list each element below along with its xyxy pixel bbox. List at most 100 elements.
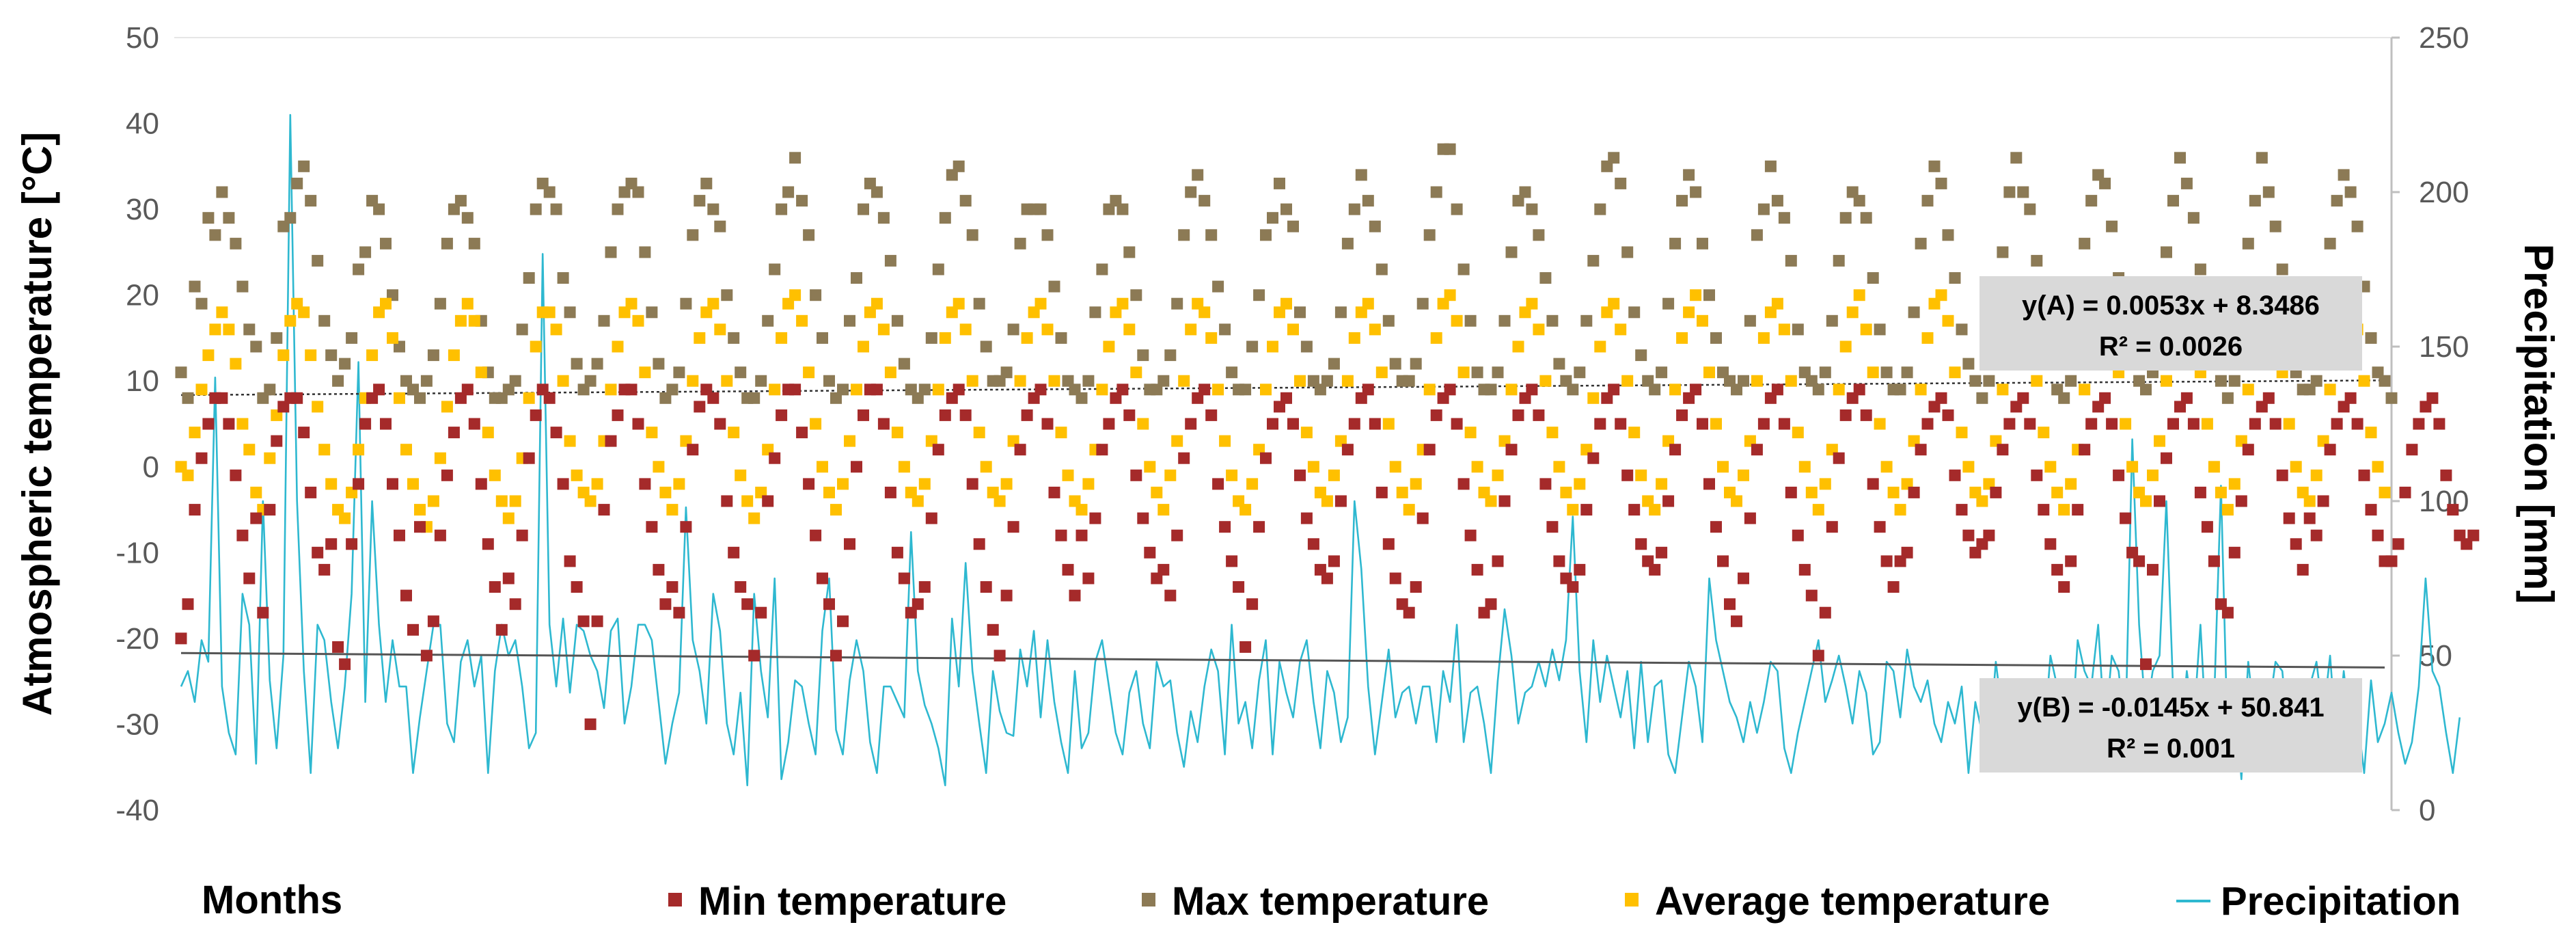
min-temperature-point (1860, 409, 1872, 421)
avg-temperature-point (1894, 504, 1906, 516)
min-temperature-point (202, 418, 215, 430)
min-temperature-point (1464, 529, 1477, 541)
min-temperature-point (1703, 478, 1715, 490)
avg-temperature-point (1021, 332, 1033, 344)
min-temperature-point (189, 504, 201, 516)
y-tick-label: 30 (126, 193, 159, 226)
max-temperature-point (1369, 220, 1381, 232)
max-temperature-point (182, 392, 194, 404)
min-temperature-point (1580, 504, 1593, 516)
min-temperature-point (1185, 418, 1197, 430)
max-temperature-point (1744, 314, 1756, 327)
max-temperature-point (980, 340, 992, 353)
max-temperature-point (2331, 195, 2343, 207)
avg-temperature-point (2283, 418, 2295, 430)
avg-temperature-point (2044, 461, 2057, 473)
max-temperature-point (2194, 263, 2206, 276)
max-temperature-point (1403, 375, 1415, 387)
min-temperature-point (1205, 409, 1218, 421)
max-temperature-point (2379, 375, 2391, 387)
min-temperature-point (1300, 512, 1313, 524)
max-temperature-point (543, 186, 556, 198)
min-temperature-point (2085, 418, 2098, 430)
min-temperature-point (646, 521, 658, 533)
avg-temperature-point (223, 323, 235, 336)
min-temperature-point (2017, 392, 2029, 404)
max-temperature-point (1007, 323, 1019, 336)
max-temperature-point (1908, 306, 1920, 319)
avg-temperature-point (2161, 375, 2172, 387)
max-temperature-point (769, 263, 781, 276)
min-temperature-point (441, 469, 453, 481)
avg-temperature-point (1157, 504, 1170, 516)
max-temperature-point (776, 203, 788, 215)
max-temperature-point (516, 323, 528, 336)
avg-temperature-point (1321, 495, 1333, 507)
min-temperature-point (2242, 444, 2254, 456)
min-temperature-point (925, 512, 937, 524)
avg-temperature-point (475, 366, 487, 379)
min-temperature-point (823, 598, 835, 610)
max-temperature-point (1915, 237, 1927, 250)
max-temperature-point (605, 246, 617, 258)
avg-temperature-point (966, 375, 978, 387)
max-temperature-point (2140, 384, 2152, 396)
max-temperature-point (250, 340, 262, 353)
max-temperature-point (2010, 152, 2023, 164)
avg-temperature-point (2140, 495, 2152, 507)
max-temperature-point (305, 195, 317, 207)
avg-temperature-point (1403, 504, 1415, 516)
min-temperature-point (653, 563, 665, 576)
min-temperature-point (2235, 495, 2247, 507)
max-temperature-point (1096, 263, 1108, 276)
max-temperature-point (1382, 314, 1395, 327)
max-temperature-point (1341, 237, 1354, 250)
min-temperature-point (598, 504, 610, 516)
avg-temperature-point (543, 306, 556, 319)
min-temperature-point (877, 418, 890, 430)
min-temperature-point (2385, 555, 2398, 567)
min-temperature-point (2351, 418, 2363, 430)
min-temperature-point (1553, 555, 1565, 567)
avg-temperature-point (817, 461, 828, 473)
min-temperature-point (1874, 521, 1886, 533)
max-temperature-point (1355, 169, 1367, 181)
min-temperature-point (1280, 392, 1292, 404)
max-temperature-point (1669, 237, 1682, 250)
max-temperature-point (1956, 323, 1968, 336)
avg-temperature-point (884, 366, 896, 379)
min-temperature-point (2365, 504, 2377, 516)
min-temperature-point (1921, 418, 1934, 430)
trendline-a-label: y(A) = 0.0053x + 8.3486 R² = 0.0026 (1979, 276, 2362, 371)
x-axis-title: Months (202, 878, 342, 922)
max-temperature-point (2024, 203, 2036, 215)
max-temperature-point (714, 220, 726, 232)
avg-temperature-point (1164, 469, 1177, 481)
min-temperature-point (1839, 409, 1852, 421)
min-temperature-point (2099, 392, 2111, 404)
avg-temperature-point (707, 297, 720, 310)
min-temperature-point (1539, 478, 1552, 490)
min-temperature-point (776, 409, 788, 421)
max-temperature-point (782, 186, 795, 198)
avg-temperature-point (202, 349, 215, 362)
max-temperature-point (810, 289, 822, 301)
avg-temperature-point (1846, 306, 1859, 319)
max-temperature-point (1034, 203, 1047, 215)
min-temperature-point (973, 538, 985, 550)
min-temperature-point (1751, 444, 1763, 456)
min-temperature-point (939, 409, 951, 421)
max-temperature-point (817, 332, 828, 344)
min-temperature-point (2467, 529, 2480, 541)
y2-tick-label: 200 (2419, 176, 2469, 209)
avg-temperature-point (1185, 323, 1197, 336)
min-temperature-point (2065, 555, 2077, 567)
avg-temperature-point (721, 375, 733, 387)
min-temperature-point (407, 623, 419, 636)
y-tick-label: 40 (126, 107, 159, 141)
avg-temperature-point (803, 366, 815, 379)
min-temperature-point (953, 384, 965, 396)
max-temperature-point (1962, 358, 1975, 370)
avg-temperature-point (1485, 495, 1497, 507)
avg-temperature-point (468, 314, 480, 327)
